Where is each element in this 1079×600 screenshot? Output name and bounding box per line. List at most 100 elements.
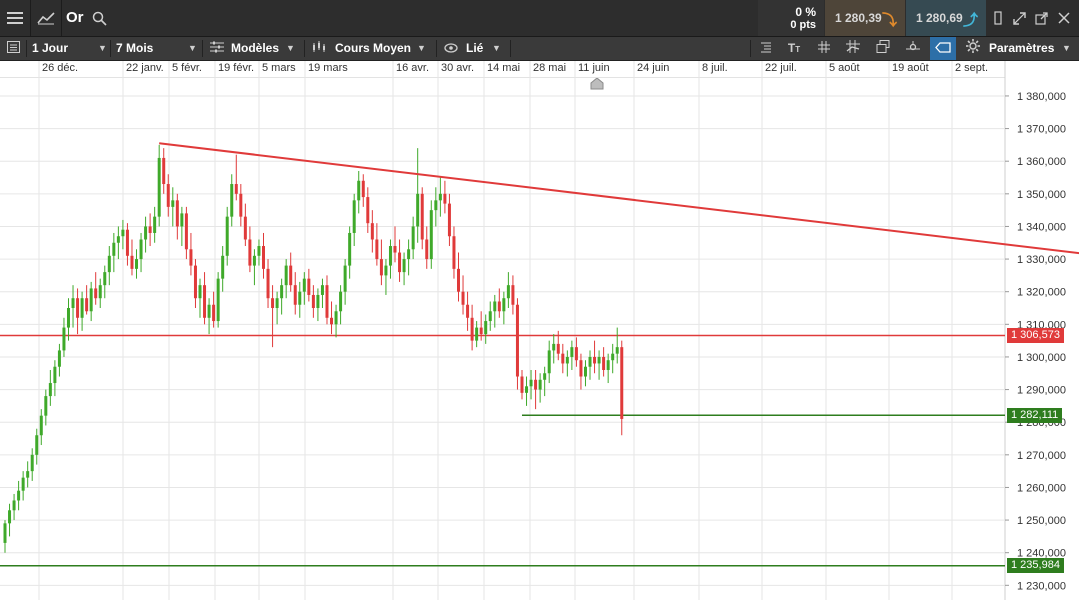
y-tick-label: 1 260,000 — [1017, 482, 1066, 494]
candle-body — [343, 265, 347, 292]
candle-body — [80, 298, 84, 318]
text-tool-icon[interactable]: TT — [787, 41, 801, 55]
chevron-down-icon[interactable]: ▼ — [1062, 43, 1071, 53]
y-tick-label: 1 330,000 — [1017, 254, 1066, 266]
candle-body — [280, 285, 284, 299]
candle-body — [180, 213, 184, 227]
link-button[interactable]: Lié — [466, 41, 484, 55]
line-chart-icon[interactable] — [31, 0, 61, 36]
menu-icon[interactable] — [0, 0, 30, 36]
window-restore-icon[interactable] — [987, 0, 1009, 36]
candle-body — [162, 157, 166, 185]
candle-body — [3, 523, 7, 543]
candle-body — [189, 249, 193, 266]
candle-body — [221, 255, 225, 279]
x-tick-label: 11 juin — [578, 62, 610, 74]
candle-body — [520, 376, 524, 393]
candle-body — [166, 184, 170, 207]
candle-body — [384, 265, 388, 276]
candle-body — [334, 311, 338, 325]
y-tick-label: 1 230,000 — [1017, 580, 1066, 592]
expand-icon[interactable] — [1008, 0, 1030, 36]
candle-body — [543, 373, 547, 380]
candle-body — [597, 356, 601, 364]
gear-icon[interactable] — [962, 37, 984, 60]
tag-icon[interactable] — [930, 37, 956, 60]
candle-body — [112, 242, 116, 256]
candle-body — [35, 435, 39, 455]
candle-body — [506, 285, 510, 299]
level-price-tag: 1 306,573 — [1007, 327, 1064, 343]
candle-body — [370, 223, 374, 240]
trend-line — [159, 142, 1079, 255]
search-icon[interactable] — [88, 0, 110, 36]
arrow-up-icon: ⤴ — [962, 12, 978, 29]
crosshair-icon[interactable] — [842, 37, 864, 60]
eye-icon[interactable] — [440, 37, 462, 60]
candle-body — [393, 246, 397, 253]
indicator-button[interactable]: Cours Moyen — [335, 41, 412, 55]
candle-body — [103, 272, 107, 286]
candle-body — [583, 366, 587, 377]
candle-body — [148, 226, 152, 233]
candle-body — [325, 285, 329, 318]
list-icon[interactable] — [755, 37, 777, 60]
candle-body — [488, 311, 492, 322]
candle-body — [461, 291, 465, 305]
candle-body — [48, 383, 52, 397]
instrument-name: Or — [66, 9, 84, 26]
y-tick-label: 1 250,000 — [1017, 515, 1066, 527]
candle-body — [352, 200, 356, 233]
period-select[interactable]: 7 Mois — [116, 41, 154, 55]
candle-body — [153, 216, 157, 233]
candle-body — [411, 226, 415, 250]
close-icon[interactable] — [1053, 0, 1075, 36]
chevron-down-icon[interactable]: ▼ — [286, 43, 295, 53]
candle-body — [239, 193, 243, 217]
buy-button[interactable]: 1 280,69 ⤴ — [906, 0, 986, 36]
candle-body — [497, 301, 501, 312]
change-points: 0 pts — [790, 19, 816, 31]
candle-body — [39, 415, 43, 436]
chevron-down-icon[interactable]: ▼ — [417, 43, 426, 53]
candle-body — [570, 347, 574, 357]
candle-body — [538, 379, 542, 390]
chevron-down-icon[interactable]: ▼ — [188, 43, 197, 53]
list-icon[interactable] — [2, 37, 24, 60]
candle-body — [284, 265, 288, 286]
settings-button[interactable]: Paramètres — [989, 41, 1055, 55]
candle-body — [479, 327, 483, 335]
candle-body — [547, 350, 551, 374]
candle-body — [116, 236, 120, 243]
candle-body — [207, 304, 211, 318]
candle-body — [234, 184, 238, 194]
candle-body — [493, 301, 497, 312]
candle-body — [416, 193, 420, 227]
x-tick-label: 22 janv. — [126, 62, 164, 74]
grid-icon[interactable] — [813, 37, 835, 60]
models-icon[interactable] — [206, 37, 228, 60]
candle-body — [212, 304, 216, 322]
pin-icon[interactable] — [902, 37, 924, 60]
sell-price: 1 280,39 — [835, 11, 882, 25]
sell-button[interactable]: 1 280,39 ⤵ — [825, 0, 905, 36]
layers-icon[interactable] — [872, 37, 894, 60]
candle-body — [175, 200, 179, 227]
indicator-icon[interactable] — [309, 37, 331, 60]
chevron-down-icon[interactable]: ▼ — [492, 43, 501, 53]
candle-body — [475, 327, 479, 341]
candle-body — [107, 255, 111, 273]
chevron-down-icon[interactable]: ▼ — [98, 43, 107, 53]
models-button[interactable]: Modèles — [231, 41, 280, 55]
candle-body — [302, 278, 306, 292]
candle-body — [611, 353, 615, 361]
candle-body — [230, 184, 234, 217]
x-tick-label: 8 juil. — [702, 62, 728, 74]
popout-icon[interactable] — [1030, 0, 1052, 36]
interval-select[interactable]: 1 Jour — [32, 41, 69, 55]
candle-body — [261, 246, 265, 269]
candle-body — [203, 285, 207, 318]
y-tick-label: 1 380,000 — [1017, 91, 1066, 103]
time-marker-icon[interactable] — [590, 78, 604, 90]
